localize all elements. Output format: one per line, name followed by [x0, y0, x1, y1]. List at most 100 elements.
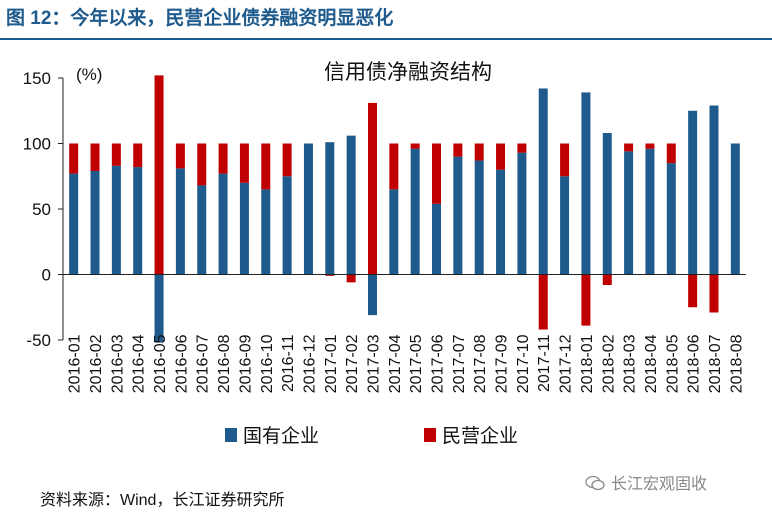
title-divider — [0, 38, 772, 40]
bar-soe-2016-07 — [197, 185, 207, 275]
bar-soe-2017-12 — [560, 176, 570, 275]
x-tick-label: 2016-06 — [173, 334, 190, 393]
x-tick-label: 2018-06 — [686, 334, 703, 393]
bar-private-2016-02 — [90, 143, 100, 172]
wechat-icon — [585, 475, 605, 491]
bar-soe-2018-04 — [645, 148, 655, 275]
x-tick-label: 2017-10 — [515, 334, 532, 393]
bar-soe-2017-03 — [367, 274, 377, 316]
bar-private-2016-08 — [218, 143, 228, 174]
legend-label-0: 国有企业 — [243, 425, 319, 447]
bar-private-2017-02 — [346, 274, 356, 283]
y-tick-label: 150 — [23, 69, 51, 88]
y-axis-label: (%) — [76, 65, 102, 84]
legend-swatch-1 — [424, 428, 436, 442]
bar-private-2016-06 — [175, 143, 185, 169]
bar-private-2017-08 — [474, 143, 484, 161]
bar-private-2016-11 — [282, 143, 292, 177]
bar-private-2018-04 — [645, 143, 655, 149]
bar-private-2017-03 — [367, 102, 377, 275]
bar-private-2018-02 — [602, 274, 612, 285]
bar-soe-2018-03 — [624, 151, 634, 275]
x-tick-label: 2017-01 — [323, 334, 340, 393]
bar-soe-2016-10 — [261, 189, 271, 275]
bar-private-2016-03 — [111, 143, 121, 166]
bar-soe-2017-10 — [517, 152, 527, 275]
y-tick-label: 0 — [42, 266, 51, 285]
bar-soe-2017-11 — [538, 88, 548, 275]
y-tick-label: 50 — [32, 200, 51, 219]
x-tick-label: 2018-07 — [707, 334, 724, 393]
watermark-text: 长江宏观固收 — [611, 476, 708, 493]
x-tick-label: 2016-12 — [301, 334, 318, 393]
bar-private-2018-05 — [666, 143, 676, 164]
bar-private-2016-05 — [154, 75, 164, 275]
x-tick-label: 2017-11 — [536, 334, 553, 392]
bar-soe-2017-02 — [346, 135, 356, 275]
x-tick-label: 2017-07 — [451, 334, 468, 393]
x-tick-label: 2018-05 — [664, 334, 681, 393]
bar-soe-2016-09 — [239, 182, 249, 275]
bar-soe-2017-06 — [432, 203, 442, 275]
bar-soe-2018-05 — [666, 163, 676, 275]
bar-soe-2016-06 — [175, 168, 185, 275]
x-tick-label: 2018-03 — [622, 334, 639, 393]
x-tick-label: 2018-01 — [579, 334, 596, 393]
bar-private-2017-05 — [410, 143, 420, 149]
x-tick-label: 2016-03 — [109, 334, 126, 393]
bar-private-2017-01 — [325, 274, 335, 276]
x-tick-label: 2017-02 — [344, 334, 361, 393]
bar-soe-2018-01 — [581, 92, 591, 275]
x-tick-label: 2016-08 — [216, 334, 233, 393]
bar-soe-2016-08 — [218, 173, 228, 275]
watermark: 长江宏观固收 — [585, 470, 707, 494]
x-tick-label: 2017-08 — [472, 334, 489, 393]
bar-private-2018-06 — [688, 274, 698, 308]
bar-private-2017-04 — [389, 143, 399, 190]
bar-soe-2016-03 — [111, 165, 121, 275]
x-tick-label: 2016-01 — [67, 334, 84, 393]
bar-soe-2018-02 — [602, 133, 612, 275]
x-tick-label: 2016-07 — [195, 334, 212, 393]
bar-soe-2016-01 — [69, 173, 79, 275]
y-tick-label: -50 — [26, 331, 51, 350]
x-tick-label: 2017-04 — [387, 334, 404, 393]
legend-swatch-0 — [225, 428, 237, 442]
bar-private-2018-07 — [709, 274, 719, 313]
x-tick-label: 2017-03 — [365, 334, 382, 393]
bar-private-2017-09 — [496, 143, 506, 170]
bar-private-2018-03 — [624, 143, 634, 152]
x-tick-label: 2016-04 — [131, 334, 148, 393]
bar-private-2016-07 — [197, 143, 207, 186]
bar-private-2016-04 — [133, 143, 143, 168]
figure-title: 图 12：今年以来，民营企业债券融资明显恶化 — [6, 8, 394, 29]
legend-label-1: 民营企业 — [442, 425, 518, 447]
x-tick-label: 2016-05 — [152, 334, 169, 393]
y-tick-label: 100 — [23, 135, 51, 154]
bar-soe-2017-05 — [410, 148, 420, 275]
x-tick-label: 2016-10 — [259, 334, 276, 393]
bar-private-2016-09 — [239, 143, 249, 183]
bar-soe-2017-09 — [496, 169, 506, 275]
bar-soe-2016-11 — [282, 176, 292, 275]
bar-private-2017-07 — [453, 143, 463, 157]
bar-soe-2018-06 — [688, 110, 698, 275]
bar-private-2016-10 — [261, 143, 271, 190]
legend: 国有企业 民营企业 — [225, 425, 518, 447]
bar-soe-2016-02 — [90, 171, 100, 275]
x-tick-label: 2016-02 — [88, 334, 105, 393]
bar-private-2017-12 — [560, 143, 570, 177]
x-tick-label: 2017-09 — [494, 334, 511, 393]
x-tick-label: 2016-09 — [237, 334, 254, 393]
x-tick-label: 2017-06 — [430, 334, 447, 393]
bar-private-2017-11 — [538, 274, 548, 330]
bar-soe-2017-04 — [389, 189, 399, 275]
source-note: 资料来源：Wind，长江证券研究所 — [40, 492, 285, 509]
x-tick-label: 2018-04 — [643, 334, 660, 393]
axes-layer: -50 0 50 100 150 2016-01 2016-02 2016-03 2016-04… — [23, 69, 746, 393]
x-tick-label: 2018-02 — [600, 334, 617, 393]
bar-private-2017-10 — [517, 143, 527, 153]
x-tick-label: 2017-05 — [408, 334, 425, 393]
bar-soe-2016-12 — [303, 143, 313, 275]
